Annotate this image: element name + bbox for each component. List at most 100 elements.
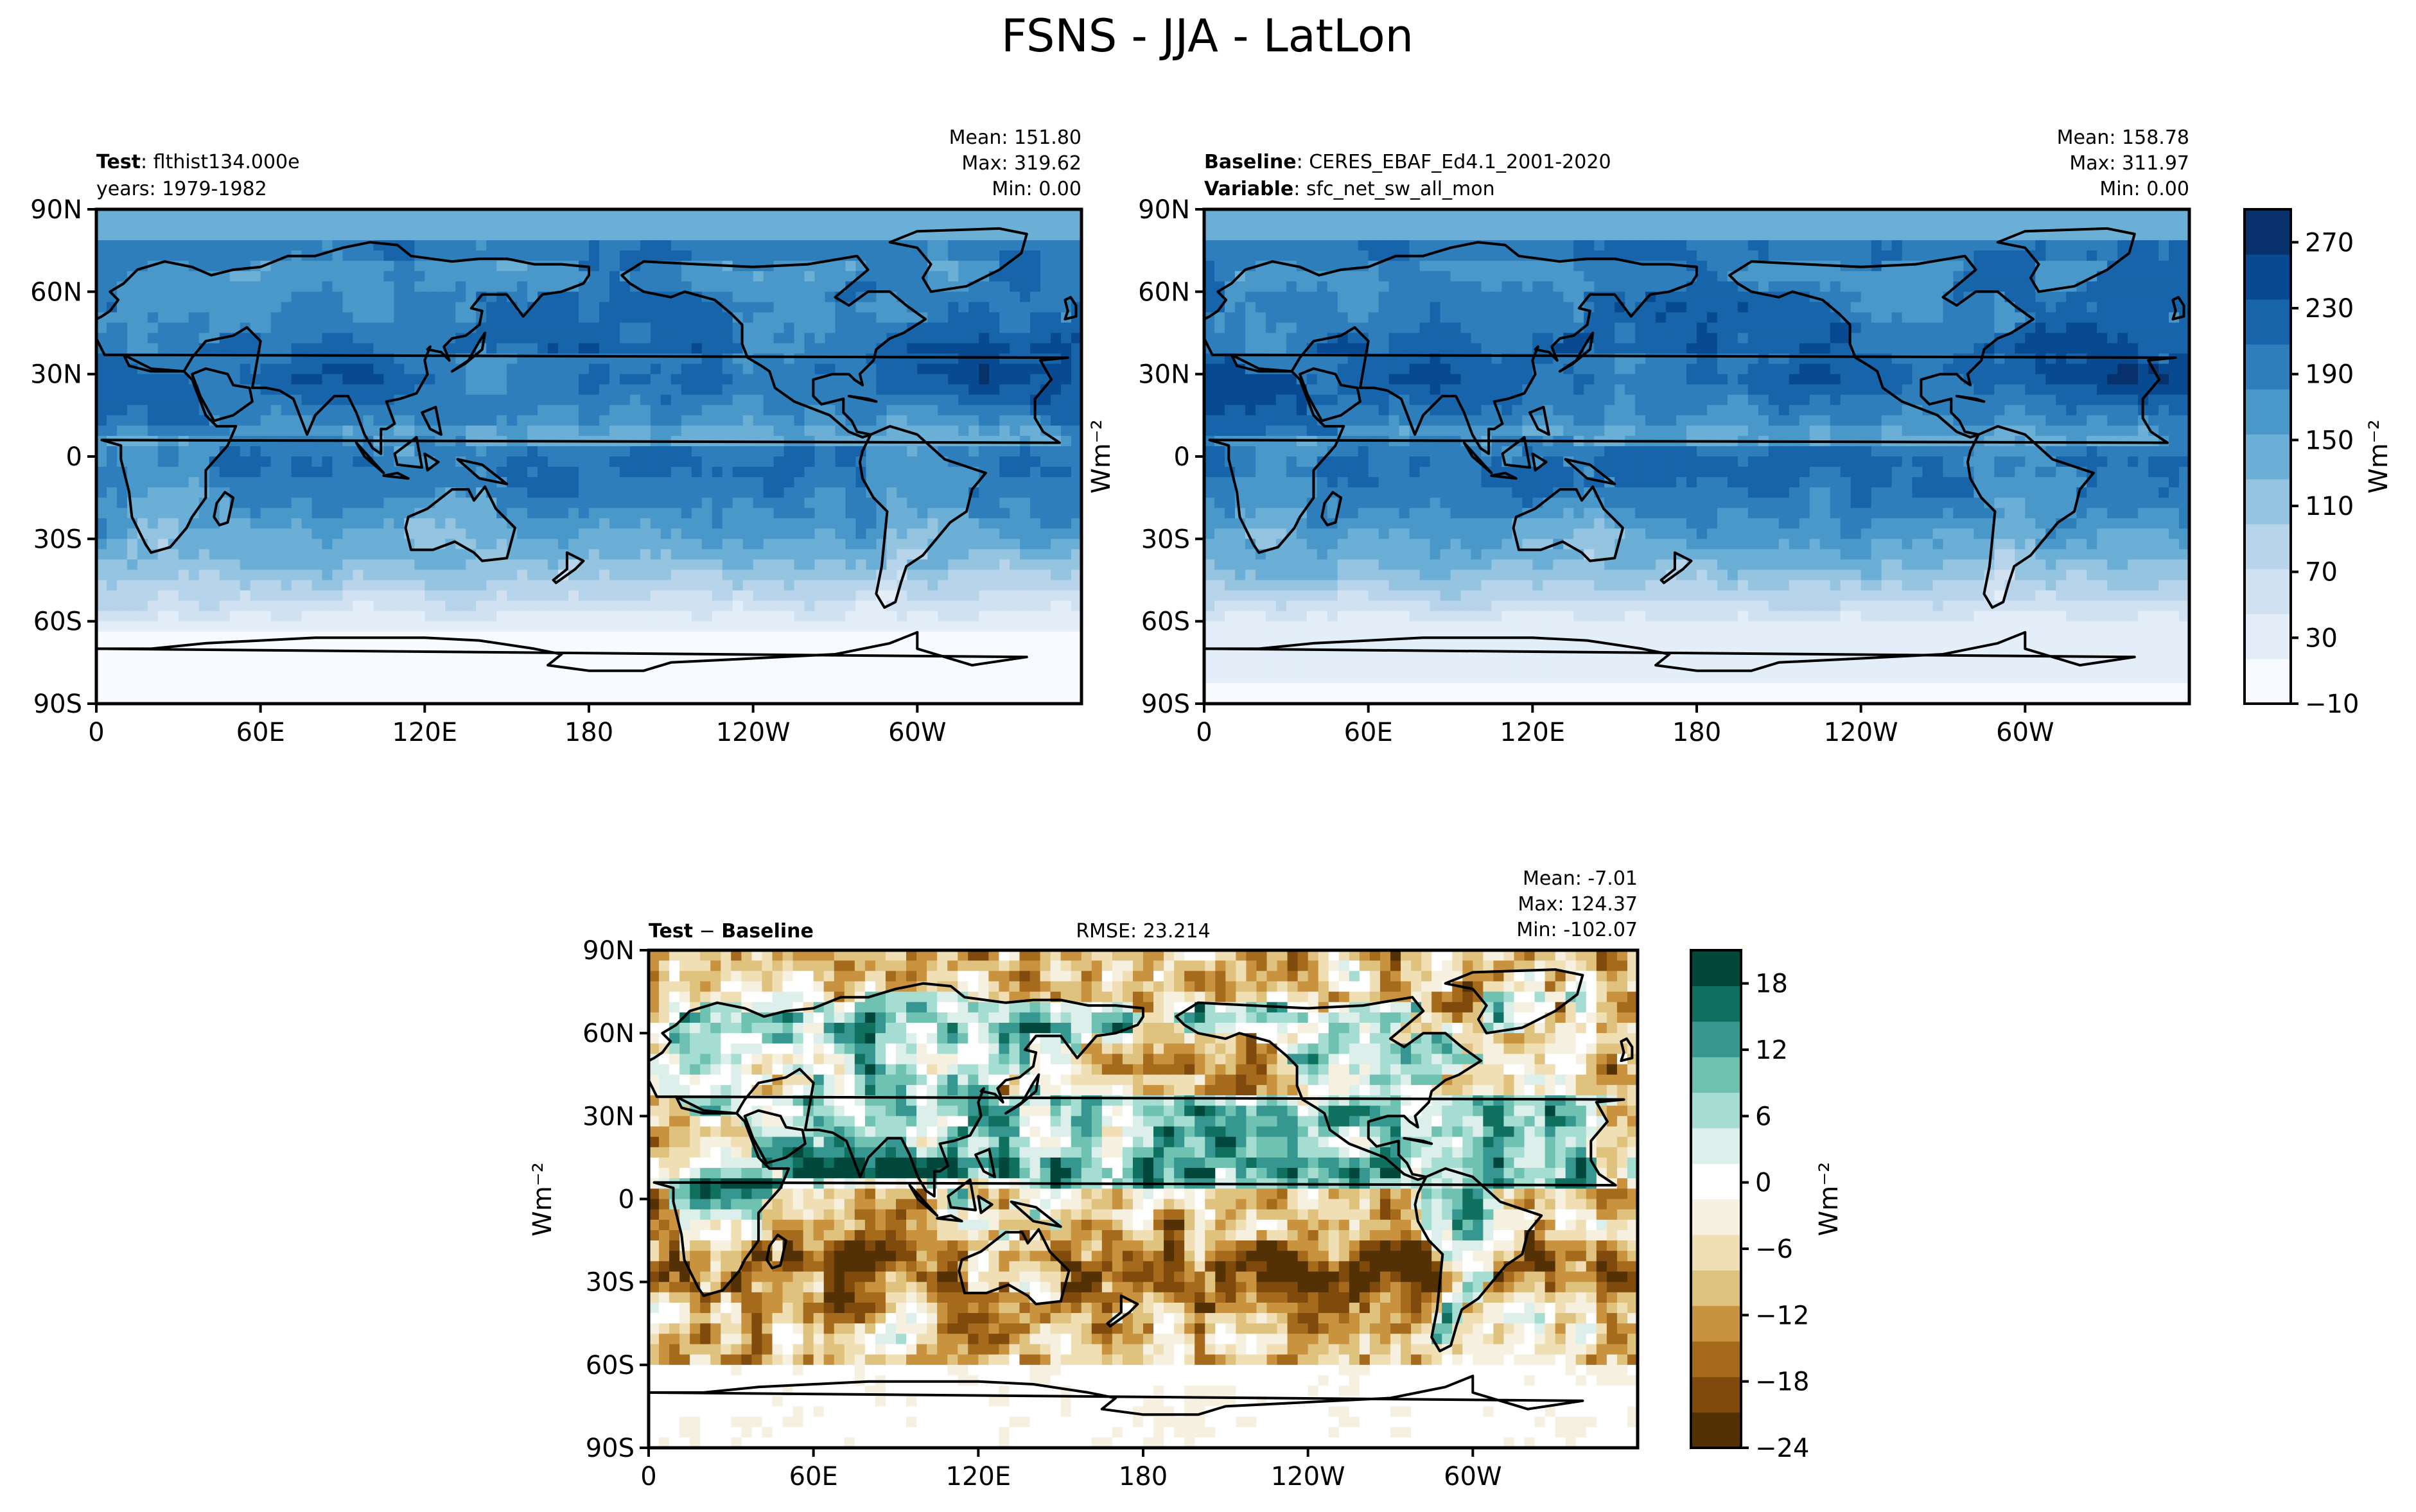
heat-cell <box>1071 559 1081 571</box>
heat-cell <box>116 363 128 375</box>
heat-cell <box>209 682 220 694</box>
heat-cell <box>137 559 148 571</box>
heat-cell <box>383 569 394 581</box>
heat-cell <box>414 425 425 437</box>
heat-cell <box>137 621 148 632</box>
heat-cell <box>445 384 456 395</box>
heat-cell <box>589 343 600 354</box>
y-tick-label: 60N <box>30 277 82 307</box>
heat-cell <box>712 528 723 539</box>
heat-cell <box>1061 384 1072 395</box>
heat-cell <box>640 549 651 560</box>
heat-cell <box>691 539 703 550</box>
heat-cell <box>425 425 435 437</box>
heat-cell <box>568 652 579 663</box>
heat-cell <box>1881 220 1893 230</box>
heat-cell <box>332 446 344 457</box>
heat-cell <box>188 477 200 488</box>
heat-cell <box>1030 209 1041 220</box>
heat-cell <box>455 384 466 395</box>
heat-cell <box>886 559 897 571</box>
heat-cell <box>660 487 672 498</box>
heat-cell <box>835 302 846 313</box>
heat-cell <box>701 353 713 365</box>
heat-cell <box>507 621 518 632</box>
heat-cell <box>178 477 189 488</box>
heat-cell <box>1809 230 1821 241</box>
heat-cell <box>281 518 292 529</box>
heat-cell <box>383 456 394 467</box>
heat-cell <box>383 209 394 220</box>
heat-cell <box>1553 220 1564 230</box>
heat-cell <box>363 518 374 529</box>
heat-cell <box>742 467 754 478</box>
heat-cell <box>383 518 394 529</box>
heat-cell <box>270 487 282 498</box>
heat-cell <box>486 559 497 571</box>
heat-cell <box>763 487 775 498</box>
heat-cell <box>486 693 497 704</box>
heat-cell <box>742 271 754 282</box>
heat-cell <box>1943 230 1954 241</box>
heat-cell <box>250 425 261 437</box>
heat-cell <box>414 652 425 663</box>
heat-cell <box>835 508 846 519</box>
heat-cell <box>383 312 394 324</box>
heat-cell <box>897 322 907 334</box>
heat-cell <box>517 539 528 550</box>
heat-cell <box>96 590 107 602</box>
heat-cell <box>619 220 631 230</box>
heat-cell <box>968 611 979 622</box>
heat-cell <box>938 240 949 251</box>
heat-cell <box>414 662 425 673</box>
heat-cell <box>342 333 354 344</box>
heat-cell <box>712 590 723 602</box>
heat-cell <box>404 621 415 632</box>
heat-cell <box>106 662 118 673</box>
heat-cell <box>178 528 189 539</box>
heat-cell <box>609 682 620 694</box>
heat-cell <box>260 559 272 571</box>
heat-cell <box>1378 220 1390 230</box>
heat-cell <box>640 590 651 602</box>
heat-cell <box>804 333 816 344</box>
heat-cell <box>455 477 466 488</box>
heat-cell <box>619 600 631 612</box>
heat-cell <box>599 394 610 406</box>
heat-cell <box>855 240 867 251</box>
heat-cell <box>989 250 1000 261</box>
heat-cell <box>2045 220 2056 230</box>
heat-cell <box>342 693 354 704</box>
heat-cell <box>979 415 990 426</box>
heat-cell <box>958 539 969 550</box>
heat-cell <box>1737 220 1749 230</box>
heat-cell <box>322 456 333 467</box>
heat-cell <box>753 333 764 344</box>
heat-cell <box>353 559 364 571</box>
heat-cell <box>825 343 836 354</box>
heat-cell <box>579 549 590 560</box>
heat-cell <box>835 220 846 230</box>
heat-cell <box>445 559 456 571</box>
heat-cell <box>301 343 313 354</box>
heat-cell <box>322 590 333 602</box>
heat-cell <box>1984 209 1995 220</box>
heat-cell <box>681 528 692 539</box>
heat-cell <box>794 549 805 560</box>
heat-cell <box>486 549 497 560</box>
heat-cell <box>1010 672 1020 684</box>
heat-cell <box>414 322 425 334</box>
heat-cell <box>783 508 795 519</box>
heat-cell <box>507 363 518 375</box>
heat-cell <box>466 611 477 622</box>
heat-cell <box>1409 230 1421 241</box>
heat-cell <box>188 281 200 292</box>
heat-cell <box>188 312 200 324</box>
heat-cell <box>609 404 620 416</box>
heat-cell <box>958 343 969 354</box>
heat-cell <box>342 209 354 220</box>
heat-cell <box>763 281 775 292</box>
heat-cell <box>157 621 169 632</box>
heat-cell <box>496 230 507 241</box>
heat-cell <box>783 600 795 612</box>
